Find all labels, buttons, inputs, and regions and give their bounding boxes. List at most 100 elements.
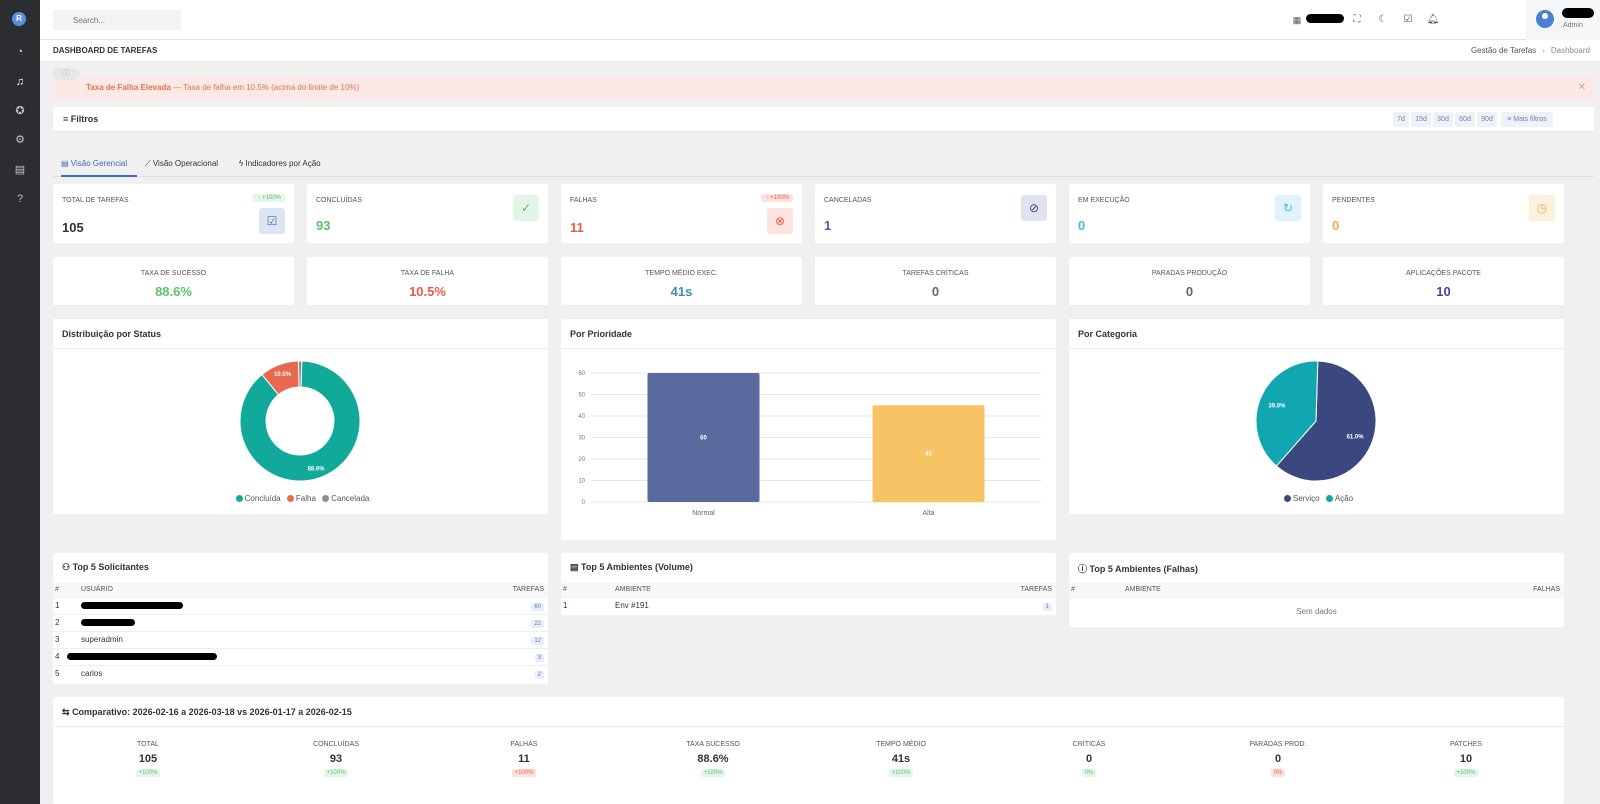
env-failures-table: # AMBIENTE FALHAS Sem dados [1069, 583, 1564, 625]
y-tick-label: 20 [578, 457, 585, 463]
status-donut-chart: 88.6% 10.5% [239, 360, 361, 482]
col-header[interactable]: AMBIENTE [613, 583, 842, 597]
view-tabs: ▤ Visão Gerencial ⟋ Visão Operacional ϟ … [53, 157, 1594, 177]
user-role: Admin [1563, 22, 1583, 29]
bar-normal[interactable] [647, 373, 760, 502]
kpi-value: 0 [1078, 218, 1086, 233]
comparison-label: TEMPO MÉDIO [876, 741, 926, 748]
grid-icon[interactable]: ▦ [1292, 15, 1302, 25]
metric-value: 10.5% [409, 284, 446, 299]
kpi-falhas-card: FALHAS ↑ +100% 11 ⊗ [561, 184, 802, 243]
kpi-concluidas-card: CONCLUÍDAS 93 ✓ [307, 184, 548, 243]
kpi-label: CANCELADAS [824, 197, 872, 204]
range-15d-button[interactable]: 15d [1411, 112, 1431, 127]
filter-icon: ≡ [63, 114, 69, 124]
slice-concluída[interactable] [239, 360, 361, 482]
bar-alta[interactable] [872, 405, 985, 502]
x-circle-icon: ⊗ [767, 208, 793, 234]
user-menu[interactable]: Admin [1526, 0, 1600, 40]
table-row[interactable]: 5 carlos 2 [53, 664, 548, 682]
search-input[interactable] [53, 10, 181, 30]
palette-icon[interactable]: ✪ [15, 105, 25, 117]
help-icon[interactable]: ? [16, 193, 24, 205]
priority-chart-card: Por Prioridade 0 10 20 30 40 50 60 60 Normal 45 Al… [561, 319, 1056, 540]
swap-icon: ⇆ [62, 707, 70, 717]
metric-avg-time: TEMPO MÉDIO EXEC. 41s [561, 257, 802, 305]
comparison-value: 88.6% [697, 753, 729, 765]
user-cell [79, 596, 457, 614]
metric-package-apps: APLICAÇÕES PACOTE 10 [1323, 257, 1564, 305]
col-header[interactable]: AMBIENTE [1123, 583, 1365, 597]
chart-title: Por Prioridade [570, 329, 633, 339]
legend-dot [322, 495, 330, 502]
rank-cell: 4 [53, 647, 79, 665]
card-title: Top 5 Ambientes (Volume) [581, 562, 693, 572]
fullscreen-icon[interactable]: ⛶ [1353, 14, 1361, 25]
y-tick-label: 50 [578, 393, 585, 399]
table-row[interactable]: 1 Env #191 1 [561, 596, 1056, 614]
dashboard-icon[interactable]: ◔ [16, 46, 24, 58]
tab-visao-operacional[interactable]: ⟋ Visão Operacional [145, 157, 235, 177]
breadcrumb: Gestão de Tarefas › Dashboard [1471, 46, 1590, 55]
col-header[interactable]: USUÁRIO [79, 583, 457, 597]
redacted-user [81, 619, 135, 626]
more-filters-label: Mais filtros [1513, 116, 1547, 123]
more-filters-button[interactable]: ≡ Mais filtros [1501, 112, 1553, 127]
kpi-pendentes-card: PENDENTES 0 ◷ [1323, 184, 1564, 243]
chart-title: Distribuição por Status [62, 329, 162, 339]
alert-info-icon[interactable]: ⓘ [53, 68, 80, 80]
comparison-delta-badge: +100% [511, 769, 537, 777]
comparison-label: CONCLUÍDAS [313, 741, 359, 748]
legend-item[interactable]: Concluída [244, 494, 281, 503]
server-icon[interactable]: ▤ [14, 164, 26, 176]
slice-ação[interactable] [1255, 360, 1319, 467]
x-tick-label: Normal [692, 510, 715, 517]
tab-indicadores-acao[interactable]: ϟ Indicadores por Ação [239, 157, 349, 177]
comparison-delta-badge: 0% [1081, 769, 1097, 777]
tab-visao-gerencial[interactable]: ▤ Visão Gerencial [61, 157, 137, 177]
table-row[interactable]: 2 22 [53, 613, 548, 631]
task-check-icon[interactable]: ☑ [1403, 14, 1413, 25]
gear-icon[interactable]: ⚙ [15, 134, 25, 146]
comparison-card: ⇆ Comparativo: 2026-02-16 a 2026-03-18 v… [53, 697, 1564, 804]
col-header[interactable]: TAREFAS [841, 583, 1056, 597]
legend-item[interactable]: Ação [1334, 494, 1354, 503]
comparison-delta: +100% [464, 769, 584, 777]
table-row[interactable]: 3 superadmin 12 [53, 630, 548, 648]
range-30d-button[interactable]: 30d [1433, 112, 1453, 127]
range-60d-button[interactable]: 60d [1455, 112, 1475, 127]
range-7d-button[interactable]: 7d [1393, 112, 1409, 127]
slice-serviço[interactable] [1275, 360, 1377, 482]
comparison-value: 93 [329, 753, 343, 765]
col-header[interactable]: TAREFAS [456, 583, 548, 597]
kpi-badge: ↑ +100% [761, 194, 793, 202]
slice-cancelada[interactable] [297, 360, 303, 388]
tab-label: Indicadores por Ação [245, 159, 321, 168]
legend-item[interactable]: Cancelada [331, 494, 370, 503]
card-title: Top 5 Ambientes (Falhas) [1089, 564, 1199, 574]
comparison-delta: 0% [1218, 769, 1338, 777]
kpi-value: 11 [570, 220, 584, 235]
notification-bell-icon[interactable]: 🔔︎ [1426, 14, 1440, 25]
metric-label: TAREFAS CRÍTICAS [902, 270, 969, 277]
redacted-user [67, 653, 217, 660]
kpi-value: 0 [1332, 218, 1340, 233]
legend-item[interactable]: Serviço [1292, 494, 1320, 503]
avatar [1536, 10, 1554, 28]
breadcrumb-item[interactable]: Gestão de Tarefas [1470, 46, 1537, 55]
range-90d-button[interactable]: 90d [1477, 112, 1497, 127]
top-env-failures-card: ⓘ Top 5 Ambientes (Falhas) # AMBIENTE FA… [1069, 553, 1564, 627]
slice-label: 61.0% [1347, 434, 1365, 440]
table-row[interactable]: 1 60 [53, 596, 548, 614]
app-logo[interactable]: R [12, 12, 26, 26]
comparison-value: 0 [1085, 753, 1093, 765]
user-icon: ⚇ [62, 562, 71, 572]
moon-icon[interactable]: ☾ [1378, 14, 1388, 25]
col-header: # [53, 583, 79, 597]
bell-icon[interactable]: ♫ [15, 76, 25, 88]
close-icon[interactable]: ✕ [1577, 82, 1586, 93]
comparison-label: PARADAS PROD. [1249, 741, 1307, 748]
col-header[interactable]: FALHAS [1364, 583, 1564, 597]
legend-item[interactable]: Falha [295, 494, 316, 503]
